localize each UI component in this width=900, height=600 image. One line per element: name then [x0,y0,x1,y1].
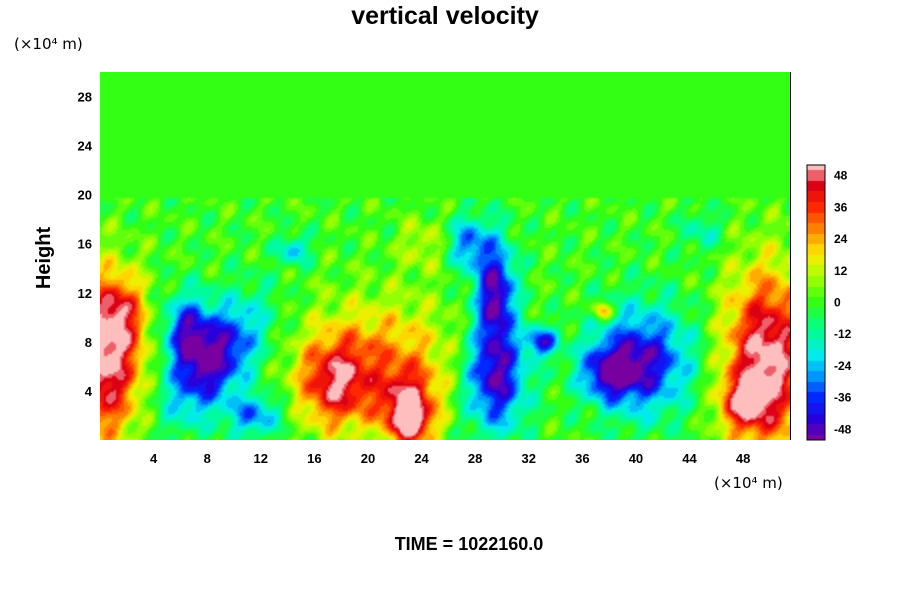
y-axis-ticks: 4 8 12 16 20 24 28 [78,90,93,399]
time-label: TIME = 1022160.0 [395,534,544,554]
y-tick-label: 28 [78,90,92,105]
x-tick-label: 48 [736,451,750,466]
chart-title: vertical velocity [351,2,539,30]
colorbar-frame [806,164,826,441]
colorbar-tick-label: -36 [834,391,852,405]
x-tick-label: 20 [361,451,375,466]
y-tick-label: 12 [78,286,92,301]
x-tick-label: 44 [682,451,697,466]
y-tick-label: 20 [78,188,92,203]
colorbar-tick-label: 48 [834,169,848,183]
colorbar-ticks: -48 -36 -24 -12 0 12 24 36 48 [834,169,852,437]
y-tick-label: 16 [78,237,92,252]
x-tick-label: 40 [629,451,643,466]
x-axis-ticks: 4 8 12 16 20 24 28 32 36 40 44 48 [150,451,750,466]
y-tick-label: 8 [85,335,92,350]
x-tick-label: 24 [414,451,429,466]
colorbar-tick-label: 12 [834,264,848,278]
x-tick-label: 12 [254,451,268,466]
y-axis-unit: (×10⁴ m) [14,35,83,53]
colorbar-tick-label: -12 [834,327,852,341]
colorbar-tick-label: 24 [834,232,848,246]
x-tick-label: 28 [468,451,482,466]
y-axis-label: Height [33,227,55,290]
x-axis-unit: (×10⁴ m) [714,474,783,492]
colorbar-tick-label: 36 [834,200,848,214]
colorbar [807,165,825,440]
x-tick-label: 32 [522,451,536,466]
colorbar-tick-label: 0 [834,296,841,310]
y-tick-label: 4 [85,384,93,399]
x-tick-label: 16 [307,451,321,466]
heatmap-field [100,72,790,440]
y-tick-label: 24 [78,139,93,154]
x-tick-label: 8 [204,451,211,466]
colorbar-tick-label: -48 [834,422,852,436]
x-tick-label: 4 [150,451,158,466]
colorbar-tick-label: -24 [834,359,852,373]
x-tick-label: 36 [575,451,589,466]
